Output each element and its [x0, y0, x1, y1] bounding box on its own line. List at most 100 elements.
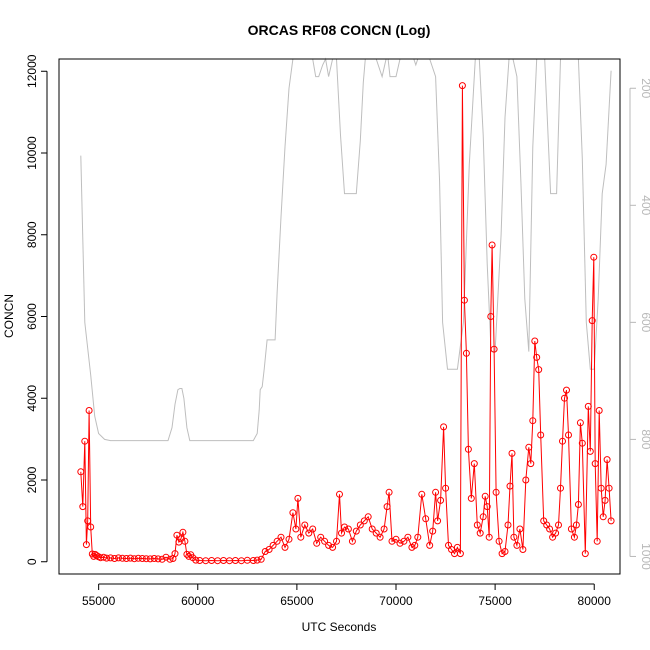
concn-point — [483, 503, 491, 511]
concn-point — [162, 553, 170, 561]
concn-point — [567, 525, 575, 533]
concn-point — [292, 525, 300, 533]
concn-point — [590, 253, 598, 261]
x-tick-label: 60000 — [181, 594, 215, 608]
concn-point — [488, 241, 496, 249]
concn-point — [372, 529, 380, 537]
concn-point — [82, 541, 90, 549]
concn-point — [297, 533, 305, 541]
concn-point — [91, 550, 99, 558]
concn-point — [487, 313, 495, 320]
concn-point — [432, 488, 440, 496]
concn-point — [81, 437, 89, 445]
concn-point — [380, 525, 388, 533]
concn-point — [481, 492, 489, 500]
concn-point — [126, 554, 134, 562]
concn-point — [492, 488, 500, 496]
y-tick-label: 4000 — [25, 385, 39, 412]
y-axis-label: CONCN — [2, 294, 16, 338]
concn-point — [79, 503, 87, 511]
concn-point — [442, 484, 450, 492]
concn-point — [333, 537, 340, 545]
concn-point — [146, 555, 154, 563]
concn-point — [115, 554, 122, 562]
concn-point — [181, 537, 189, 545]
concn-point — [392, 535, 400, 543]
concn-point — [325, 541, 333, 549]
concn-point — [183, 550, 191, 558]
concn-point — [607, 517, 615, 525]
y-axis-right: 200 400 600 800 1000 — [629, 78, 650, 570]
concn-point — [422, 515, 430, 523]
concn-point — [535, 366, 543, 374]
concn-point — [77, 468, 85, 476]
concn-point — [352, 527, 360, 535]
concn-point — [460, 296, 468, 304]
concn-point — [591, 460, 599, 468]
concn-point — [574, 501, 582, 508]
concn-point — [344, 525, 352, 533]
concn-point — [429, 527, 437, 535]
concn-point — [309, 525, 317, 533]
concn-point — [559, 437, 566, 445]
concn-point — [533, 353, 541, 361]
concn-point — [385, 488, 393, 496]
concn-point — [192, 556, 200, 564]
concn-series — [77, 82, 615, 565]
concn-point — [418, 490, 426, 498]
concn-point — [426, 541, 434, 549]
concn-point — [563, 386, 570, 394]
concn-point — [603, 456, 611, 464]
concn-point — [411, 541, 419, 549]
concn-series-line — [80, 85, 612, 562]
concn-point — [277, 533, 285, 541]
concn-point — [111, 555, 118, 562]
concn-point — [572, 521, 580, 529]
concn-point — [329, 543, 337, 551]
concn-point — [504, 521, 512, 529]
x-axis: 55000 60000 65000 70000 75000 80000 — [82, 583, 611, 608]
concn-point — [294, 494, 302, 502]
secondary-series — [80, 57, 612, 442]
concn-point — [519, 546, 527, 553]
y-tick-label: 10000 — [25, 136, 39, 170]
concn-point — [368, 525, 376, 533]
concn-point — [513, 541, 521, 549]
concn-point — [173, 531, 181, 539]
y2-tick-label: 600 — [639, 312, 650, 332]
concn-point — [396, 539, 404, 547]
concn-point — [434, 517, 442, 525]
concn-point — [348, 537, 356, 545]
concn-point — [605, 484, 613, 492]
plot-frame — [58, 58, 621, 575]
y-tick-label: 2000 — [25, 466, 39, 493]
concn-point — [265, 546, 273, 553]
concn-point — [508, 449, 516, 457]
x-tick-label: 75000 — [478, 594, 512, 608]
concn-point — [185, 552, 193, 560]
concn-point — [383, 503, 391, 511]
concn-point — [546, 525, 554, 533]
concn-point — [179, 528, 187, 536]
concn-point — [150, 555, 158, 562]
concn-point — [376, 533, 384, 541]
concn-point — [440, 423, 448, 431]
concn-point — [476, 529, 484, 537]
concn-point — [336, 490, 343, 498]
concn-point — [527, 460, 535, 468]
concn-point — [404, 533, 412, 541]
concn-point — [593, 537, 601, 545]
concn-point — [453, 543, 461, 551]
x-axis-label: UTC Seconds — [302, 620, 377, 634]
concn-point — [516, 525, 524, 533]
concn-point — [321, 537, 329, 545]
concn-point — [576, 419, 584, 427]
y2-tick-label: 1000 — [639, 543, 650, 570]
concn-point — [142, 555, 150, 563]
concn-point — [317, 533, 325, 541]
concn-point — [261, 548, 269, 555]
concn-point — [529, 417, 537, 425]
concn-point — [586, 447, 594, 455]
concn-point — [495, 537, 503, 545]
